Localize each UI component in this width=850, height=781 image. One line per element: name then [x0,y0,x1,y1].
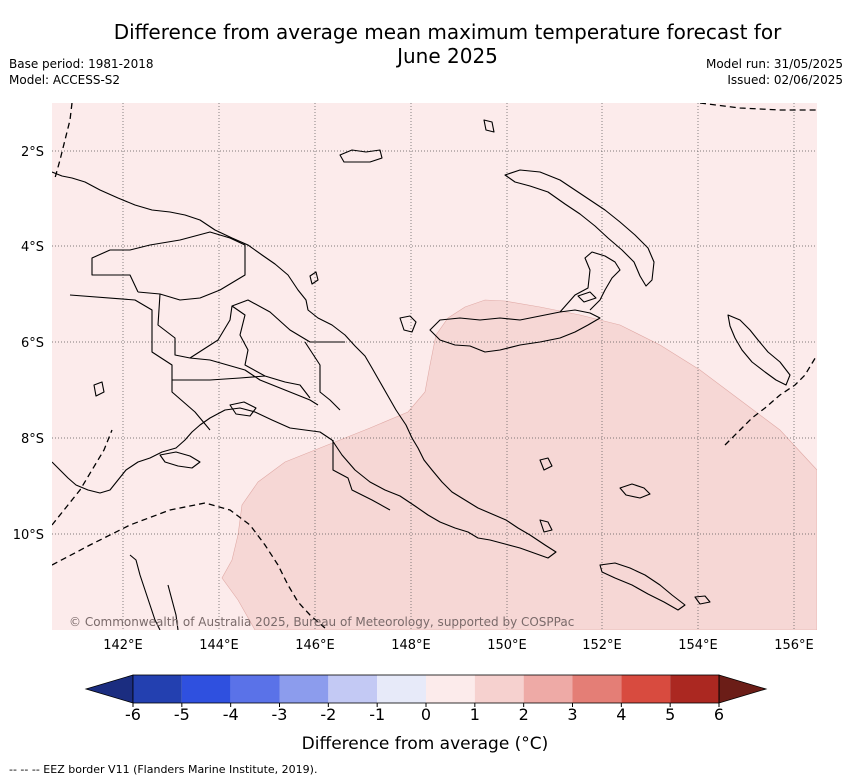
colorbar-tick-label: 3 [567,705,577,724]
colorbar-segment [426,675,475,703]
colorbar-tick-label: 2 [519,705,529,724]
colorbar-segment [523,675,573,703]
colorbar-tick-label: -4 [223,705,239,724]
colorbar-segment [670,675,719,703]
colorbar-tick-label: 5 [665,705,675,724]
coastlines [52,119,791,630]
lon-label-156e: 156°E [774,638,814,653]
colorbar-extend-high [718,674,768,704]
lon-labels: 142°E 144°E 146°E 148°E 150°E 152°E 154°… [103,638,814,653]
lon-label-150e: 150°E [487,638,527,653]
title-line-2: June 2025 [397,44,498,68]
lon-label-146e: 146°E [295,638,335,653]
model-name: Model: ACCESS-S2 [9,73,121,87]
colorbar-segment [474,675,524,703]
lat-label-10s: 10°S [13,528,44,543]
colorbar-segment [181,675,231,703]
lat-label-6s: 6°S [21,336,44,351]
new-britain-north [559,251,621,313]
map-title: Difference from average mean maximum tem… [90,20,805,68]
colorbar-tick-label: -1 [369,705,385,724]
colorbar-tick-label: -3 [272,705,288,724]
colorbar-tick-label: -6 [125,705,141,724]
manus-island [339,149,383,163]
colorbar-segment [328,675,378,703]
colorbar-tick-label: 0 [421,705,431,724]
lat-labels: 2°S 4°S 6°S 8°S 10°S [13,145,44,543]
meta-left: Base period: 1981-2018 Model: ACCESS-S2 [9,56,154,88]
colorbar-title: Difference from average (°C) [302,734,549,754]
bougainville-coast [727,314,791,386]
lat-label-2s: 2°S [21,145,44,160]
lon-label-148e: 148°E [391,638,431,653]
province-borders [69,231,391,511]
colorbar-tick-label: -5 [174,705,190,724]
colorbar-tick-label: -2 [320,705,336,724]
colorbar: -6 -5 -4 -3 -2 -1 0 1 2 3 4 5 6 [84,674,768,724]
graticule [52,103,817,630]
new-ireland-coast [504,169,655,287]
meta-right: Model run: 31/05/2025 Issued: 02/06/2025 [706,56,843,88]
colorbar-segment [572,675,622,703]
cape-york-coast [129,554,179,630]
colorbar-tick-label: 4 [616,705,626,724]
eez-footnote: -- -- -- EEZ border V11 (Flanders Marine… [9,763,318,776]
copyright-text: © Commonwealth of Australia 2025, Bureau… [69,615,574,629]
colorbar-segment [621,675,671,703]
lon-label-142e: 142°E [103,638,143,653]
colorbar-segment [133,675,182,703]
title-line-1: Difference from average mean maximum tem… [113,20,782,44]
lon-label-154e: 154°E [678,638,718,653]
lat-label-8s: 8°S [21,432,44,447]
anomaly-region-1-to-2 [221,299,817,630]
model-run: Model run: 31/05/2025 [705,57,843,71]
new-britain-coast [429,309,601,353]
base-period: Base period: 1981-2018 [9,57,154,71]
new-guinea-coast [52,171,557,559]
colorbar-tick-label: 6 [714,705,724,724]
issued-date: Issued: 02/06/2025 [727,73,843,87]
lat-label-4s: 4°S [21,240,44,255]
colorbar-segment [377,675,426,703]
colorbar-segment [279,675,329,703]
lon-label-144e: 144°E [199,638,239,653]
colorbar-tick-label: 1 [470,705,480,724]
lon-label-152e: 152°E [582,638,622,653]
eez-borders [52,103,817,629]
colorbar-segment [230,675,280,703]
colorbar-extend-low [84,674,134,704]
